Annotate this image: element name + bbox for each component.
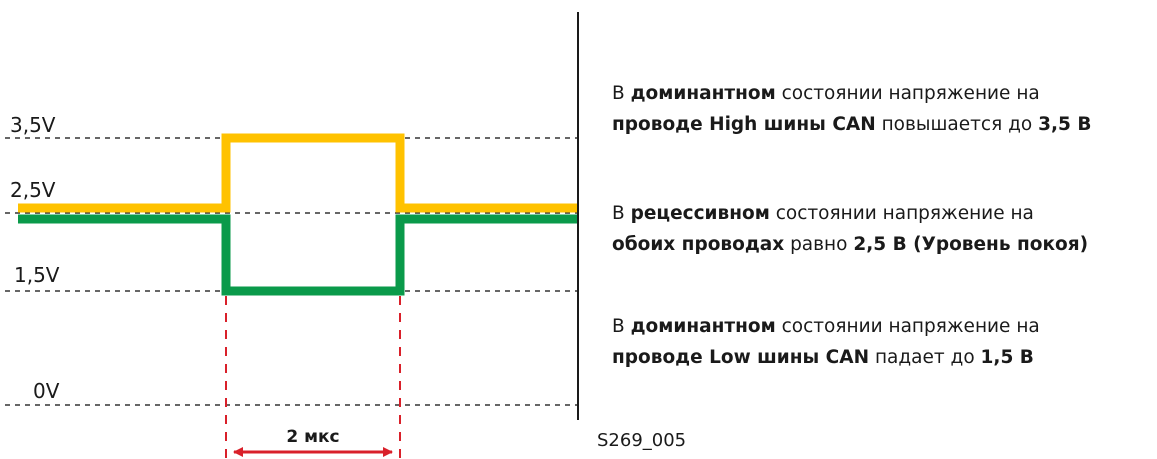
text: В (612, 316, 631, 337)
text: В (612, 83, 631, 104)
text: состоянии напряжение на (769, 203, 1034, 224)
text: падает до (869, 347, 981, 368)
text-bold: проводе High шины CAN (612, 114, 876, 135)
text-bold: проводе Low шины CAN (612, 347, 870, 368)
description-recessive: В рецессивном состоянии напряжение на об… (612, 198, 1157, 260)
text: В (612, 203, 631, 224)
label-1-5v: 1,5V (14, 263, 60, 287)
text-bold: 1,5 В (980, 347, 1034, 368)
description-dominant-low: В доминантном состоянии напряжение на пр… (612, 311, 1157, 373)
text-bold: рецессивном (630, 203, 770, 224)
text: равно (784, 234, 854, 255)
can-high-signal (18, 133, 578, 213)
can-low-signal (18, 214, 578, 296)
description-dominant-high: В доминантном состоянии напряжение на пр… (612, 78, 1157, 140)
label-3-5v: 3,5V (10, 113, 56, 137)
text: состоянии напряжение на (775, 83, 1040, 104)
text-bold: доминантном (630, 83, 776, 104)
text-bold: 2,5 В (Уровень покоя) (853, 234, 1089, 255)
text: состоянии напряжение на (775, 316, 1040, 337)
text: повышается до (875, 114, 1039, 135)
duration-label: 2 мкс (286, 427, 339, 447)
text-bold: 3,5 В (1038, 114, 1092, 135)
reference-code: S269_005 (597, 430, 687, 451)
text-bold: доминантном (630, 316, 776, 337)
text-bold: обоих проводах (612, 234, 785, 255)
label-2-5v: 2,5V (10, 178, 56, 202)
label-0v: 0V (33, 379, 60, 403)
